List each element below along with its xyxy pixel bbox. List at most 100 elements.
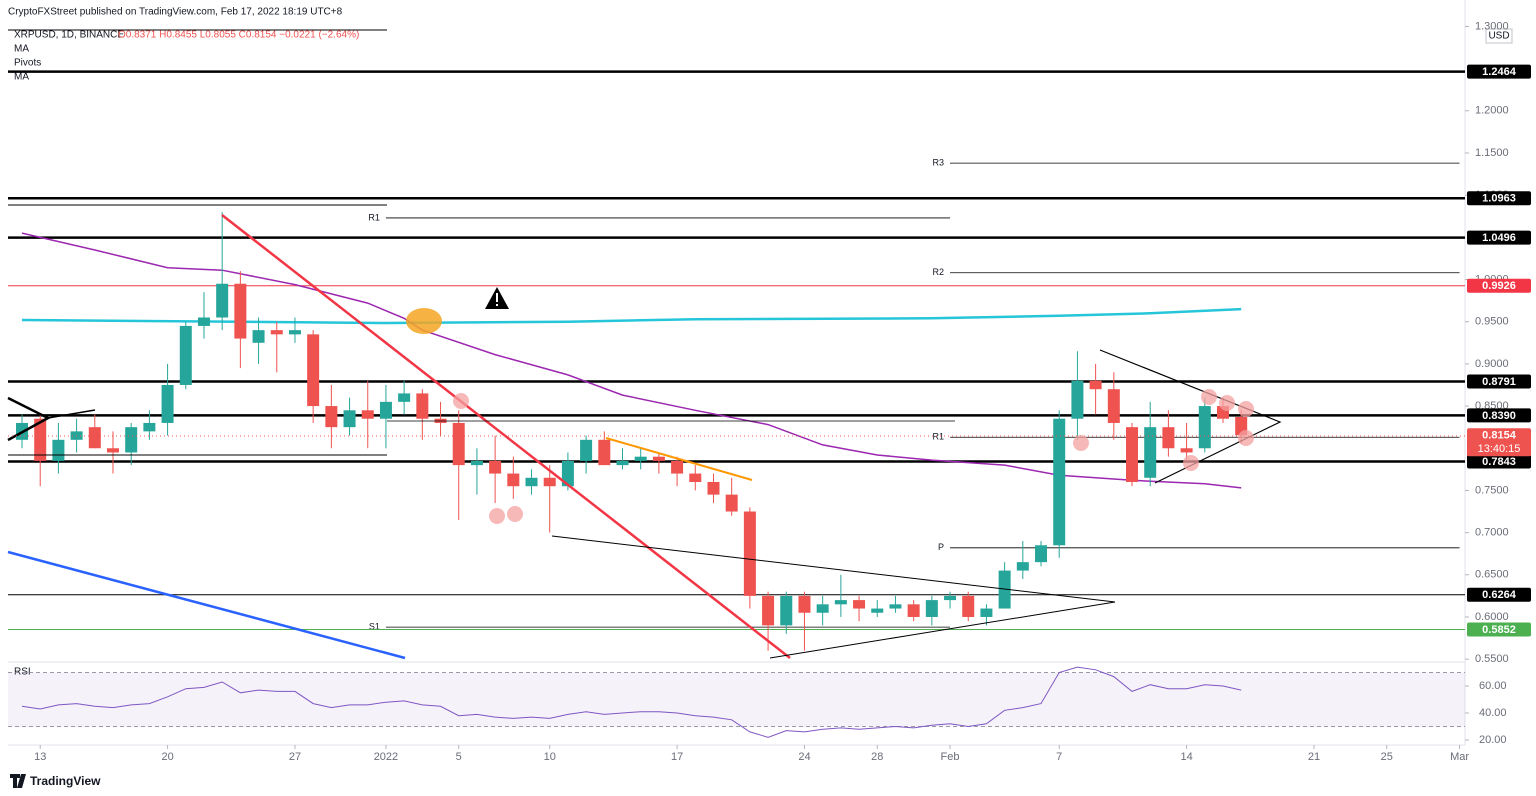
marker: [507, 506, 523, 522]
candle-body: [1089, 380, 1102, 390]
level-label-box: [1467, 191, 1531, 206]
y-tick-label: 0.6000: [1475, 611, 1509, 623]
countdown: 13:40:15: [1478, 443, 1521, 455]
trendline: [605, 437, 753, 481]
last-price: 0.8154: [1482, 430, 1517, 442]
candle-body: [1107, 389, 1120, 423]
candle-body: [307, 334, 320, 407]
level-label: 1.0963: [1482, 193, 1516, 205]
marker: [1073, 435, 1089, 451]
x-tick-label: Feb: [941, 751, 960, 763]
candle-body: [689, 473, 702, 482]
candle-body: [780, 595, 793, 626]
level-label: 0.7843: [1482, 456, 1516, 468]
x-tick-label: 13: [34, 751, 46, 763]
candle-body: [652, 456, 665, 461]
warning-icon: [496, 293, 498, 302]
pivot-label: S1: [369, 621, 380, 631]
rsi-line: [21, 666, 1242, 738]
marker: [1183, 455, 1199, 471]
moving-average: [21, 232, 1242, 489]
y-tick-label: 0.7500: [1475, 484, 1509, 496]
level-label-box: [1467, 408, 1531, 423]
pivot-label: P: [938, 542, 944, 552]
rsi-tick-label: 40.00: [1479, 707, 1507, 719]
candle-body: [925, 600, 938, 617]
candle-body: [561, 460, 574, 487]
candle-body: [834, 600, 847, 605]
x-tick-label: 17: [671, 751, 683, 763]
candle-body: [889, 604, 902, 609]
candle-body: [853, 600, 866, 609]
drawings: [7, 29, 1465, 660]
candle-body: [507, 473, 520, 487]
triangle: [551, 535, 1116, 659]
candle-body: [197, 317, 210, 326]
candle-body: [52, 439, 65, 461]
x-tick-label: 28: [871, 751, 883, 763]
candle-body: [88, 427, 101, 449]
y-tick-label: 1.1500: [1475, 147, 1509, 159]
candle-body: [743, 511, 756, 596]
markers: [453, 389, 1254, 524]
indicator: Pivots: [14, 58, 41, 69]
candle-body: [125, 427, 138, 453]
level-label: 0.6264: [1482, 589, 1517, 601]
pivot-label: R1: [933, 432, 945, 442]
x-tick-label: Mar: [1450, 751, 1469, 763]
pivot-label: R1: [368, 212, 380, 222]
y-tick-label: 0.5500: [1475, 653, 1509, 665]
candle-body: [671, 460, 684, 474]
level-label-box: [1467, 374, 1531, 389]
candle-body: [634, 456, 647, 461]
candle-body: [944, 595, 957, 601]
candle-body: [1126, 427, 1139, 482]
warning-icon: [496, 304, 498, 306]
marker: [1238, 430, 1254, 446]
candle-body: [234, 283, 247, 339]
candle-body: [1071, 380, 1084, 419]
level-label: 1.0496: [1482, 232, 1516, 244]
candle-body: [398, 393, 411, 402]
candle-body: [179, 325, 192, 385]
x-tick-label: 14: [1180, 751, 1192, 763]
level-label-box: [1467, 454, 1531, 469]
candle-body: [1180, 448, 1193, 453]
y-tick-label: 1.2000: [1475, 105, 1509, 117]
x-tick-label: 2022: [374, 751, 398, 763]
candle-body: [907, 604, 920, 617]
candle-body: [707, 481, 720, 495]
candle-body: [1016, 562, 1029, 571]
candle-body: [798, 595, 811, 613]
candle-body: [525, 477, 538, 487]
x-tick-label: 24: [798, 751, 810, 763]
currency: USD: [1488, 31, 1509, 42]
candle-body: [270, 330, 283, 335]
pivot-label: R2: [933, 267, 945, 277]
ohlc: O0.8371 H0.8455 L0.8055 C0.8154 −0.0221 …: [118, 30, 359, 41]
candle-body: [580, 439, 593, 461]
marker: [1238, 401, 1254, 417]
candle-body: [143, 422, 156, 432]
candle-body: [616, 460, 629, 466]
rsi-band: [8, 672, 1465, 727]
candle-body: [161, 384, 174, 423]
currency-box: [1485, 28, 1513, 44]
candle-body: [1198, 406, 1211, 449]
candle-body: [379, 401, 392, 419]
x-tick-label: 20: [161, 751, 173, 763]
candle-body: [1144, 427, 1157, 478]
candle-body: [980, 608, 993, 617]
candle-body: [416, 393, 429, 419]
y-tick-label: 0.9000: [1475, 358, 1509, 370]
marker: [453, 393, 469, 409]
symbol: XRPUSD, 1D, BINANCE: [14, 30, 124, 41]
level-label: 0.8390: [1482, 410, 1516, 422]
candle-body: [489, 460, 502, 474]
level-label: 0.8791: [1482, 376, 1516, 388]
last-price-box: [1467, 428, 1531, 457]
candle-body: [216, 283, 229, 318]
candle-body: [106, 448, 119, 453]
indicator: MA: [14, 72, 29, 83]
